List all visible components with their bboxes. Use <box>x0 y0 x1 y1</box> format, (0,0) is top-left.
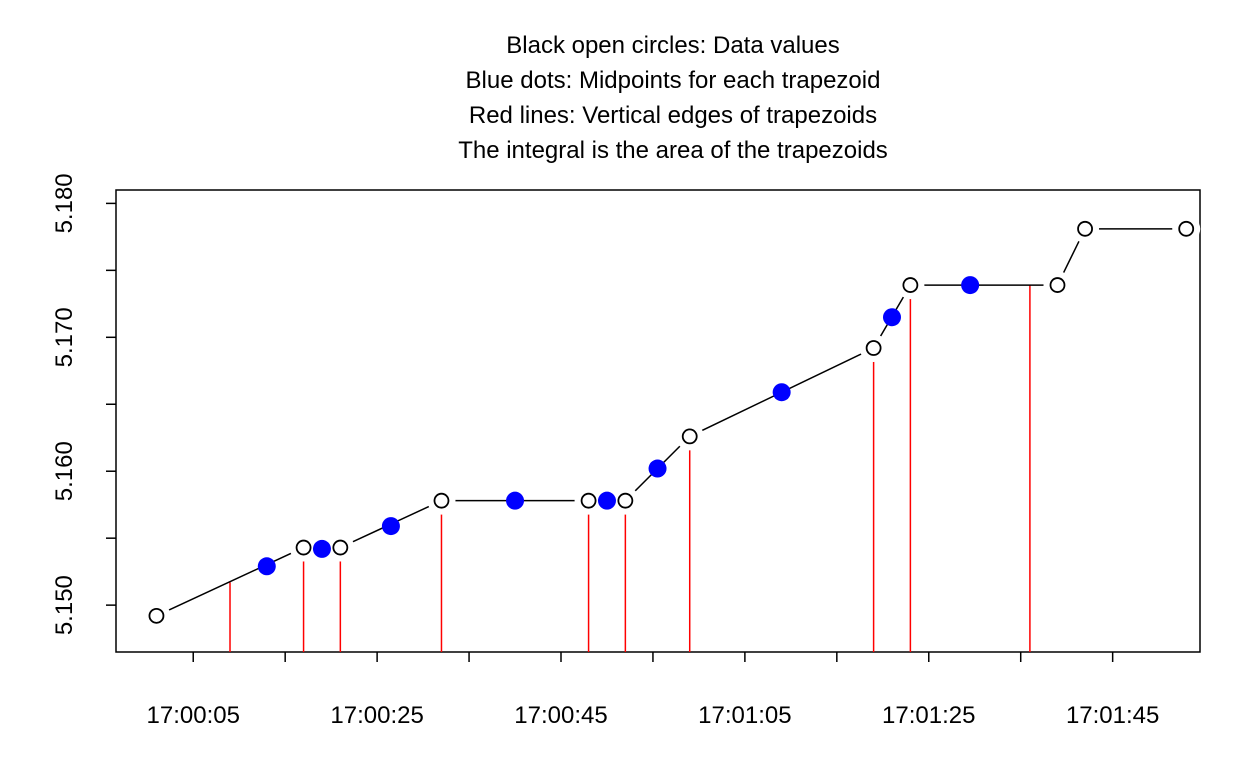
data-point <box>902 277 919 293</box>
y-tick-label: 5.160 <box>51 441 78 501</box>
midpoint <box>381 517 400 536</box>
midpoint <box>506 491 525 510</box>
x-tick-label: 17:00:45 <box>514 702 607 729</box>
x-tick-label: 17:00:25 <box>330 702 423 729</box>
data-point <box>1077 220 1093 237</box>
midpoint <box>882 308 901 327</box>
y-tick-label: 5.150 <box>51 575 78 635</box>
x-tick-label: 17:00:05 <box>147 702 240 729</box>
data-point <box>295 539 312 556</box>
x-tick-label: 17:01:25 <box>882 702 975 729</box>
plot-frame <box>115 189 1201 653</box>
data-point <box>332 539 349 556</box>
chart-title: Black open circles: Data values <box>506 32 840 59</box>
data-point <box>681 428 698 445</box>
chart-title: The integral is the area of the trapezoi… <box>458 137 888 164</box>
data-point <box>617 492 634 509</box>
data-point <box>1178 220 1195 237</box>
x-tick-label: 17:01:05 <box>698 702 791 729</box>
data-point <box>148 607 165 624</box>
midpoint <box>312 539 331 558</box>
chart-title: Blue dots: Midpoints for each trapezoid <box>466 67 881 94</box>
y-tick-label: 5.180 <box>51 173 78 233</box>
data-point <box>580 492 597 509</box>
data-point <box>865 340 882 356</box>
midpoint <box>961 276 980 295</box>
data-point <box>433 492 450 509</box>
midpoint <box>257 557 276 576</box>
chart-title: Red lines: Vertical edges of trapezoids <box>469 102 877 129</box>
x-tick-label: 17:01:45 <box>1066 702 1159 729</box>
midpoint <box>648 459 667 478</box>
y-tick-label: 5.170 <box>51 307 78 367</box>
midpoint <box>772 383 791 402</box>
midpoint <box>597 491 616 510</box>
data-point <box>1049 277 1066 293</box>
